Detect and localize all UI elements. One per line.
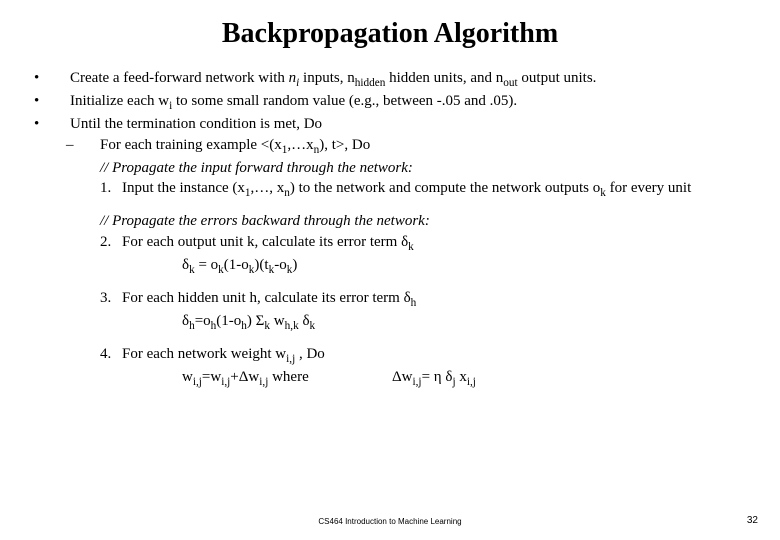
text: = o xyxy=(195,257,218,273)
bullet-marker: • xyxy=(30,68,70,88)
step-4: 4. For each network weight wi,j , Do wi,… xyxy=(100,344,750,390)
step-number: 2. xyxy=(100,232,122,278)
text: i,j xyxy=(286,353,295,365)
bullet-2: • Initialize each wi to some small rando… xyxy=(30,91,750,114)
text: , Do xyxy=(295,346,325,362)
text: k xyxy=(408,241,414,253)
step-2: 2. For each output unit k, calculate its… xyxy=(100,232,750,278)
text: For each hidden unit h, calculate its er… xyxy=(122,290,411,306)
text: For each network weight w xyxy=(122,346,286,362)
step-number: 3. xyxy=(100,288,122,334)
text: = η δ xyxy=(422,369,453,385)
block-2: // Propagate the errors backward through… xyxy=(100,211,750,278)
bullet-3: • Until the termination condition is met… xyxy=(30,114,750,134)
text: h,k xyxy=(285,320,299,332)
text: ) to the network and compute the network… xyxy=(290,180,600,196)
text: h xyxy=(411,297,417,309)
text: For each output unit k, calculate its er… xyxy=(122,234,408,250)
text: (1-o xyxy=(216,313,241,329)
text: =w xyxy=(202,369,221,385)
text: )(t xyxy=(254,257,268,273)
text: i,j xyxy=(412,376,421,388)
step-number: 4. xyxy=(100,344,122,390)
text: for every unit xyxy=(606,180,691,196)
text: i,j xyxy=(259,376,268,388)
text: x xyxy=(456,369,467,385)
footer-text: CS464 Introduction to Machine Learning xyxy=(0,517,780,526)
text: i,j xyxy=(467,376,476,388)
text: w xyxy=(182,369,193,385)
text: output units. xyxy=(518,70,597,86)
text: inputs, n xyxy=(299,70,354,86)
page-title: Backpropagation Algorithm xyxy=(30,18,750,50)
bullet-marker: • xyxy=(30,114,70,134)
text: Δw xyxy=(392,369,412,385)
step-number: 1. xyxy=(100,178,122,201)
text: -o xyxy=(274,257,287,273)
text: where xyxy=(268,369,308,385)
page-number: 32 xyxy=(747,515,758,526)
step-1: 1. Input the instance (x1,…, xn) to the … xyxy=(100,178,750,201)
text: hidden units, and n xyxy=(385,70,503,86)
text: +Δw xyxy=(230,369,259,385)
formula-4: wi,j=wi,j+Δwi,j where Δwi,j= η δj xi,j xyxy=(182,367,750,390)
text: Until the termination condition is met, … xyxy=(70,114,750,134)
text: Input the instance (x xyxy=(122,180,245,196)
text: ) Σ xyxy=(247,313,264,329)
formula-2: δk = ok(1-ok)(tk-ok) xyxy=(182,255,750,278)
text: Create a feed-forward network with xyxy=(70,70,289,86)
text: ,…x xyxy=(287,137,313,153)
text: (1-o xyxy=(224,257,249,273)
text: out xyxy=(503,77,517,89)
text: hidden xyxy=(355,77,386,89)
text: ), t>, Do xyxy=(319,137,370,153)
text: =o xyxy=(195,313,211,329)
step-3: 3. For each hidden unit h, calculate its… xyxy=(100,288,750,334)
content-body: • Create a feed-forward network with ni … xyxy=(30,68,750,391)
bullet-marker: • xyxy=(30,91,70,111)
comment-1: // Propagate the input forward through t… xyxy=(100,158,750,178)
text: For each training example <(x xyxy=(100,137,282,153)
text: ,…, x xyxy=(251,180,285,196)
text: w xyxy=(270,313,285,329)
text: i,j xyxy=(193,376,202,388)
formula-3: δh=oh(1-oh) Σk wh,k δk xyxy=(182,311,750,334)
dash-marker: – xyxy=(66,135,100,158)
text: ) xyxy=(292,257,297,273)
text: i,j xyxy=(221,376,230,388)
text: k xyxy=(310,320,316,332)
text: to some small random value (e.g., betwee… xyxy=(172,93,517,109)
bullet-1: • Create a feed-forward network with ni … xyxy=(30,68,750,91)
text: δ xyxy=(299,313,310,329)
sub-bullet-1: – For each training example <(x1,…xn), t… xyxy=(66,135,750,158)
text: Initialize each w xyxy=(70,93,169,109)
comment-2: // Propagate the errors backward through… xyxy=(100,211,750,231)
